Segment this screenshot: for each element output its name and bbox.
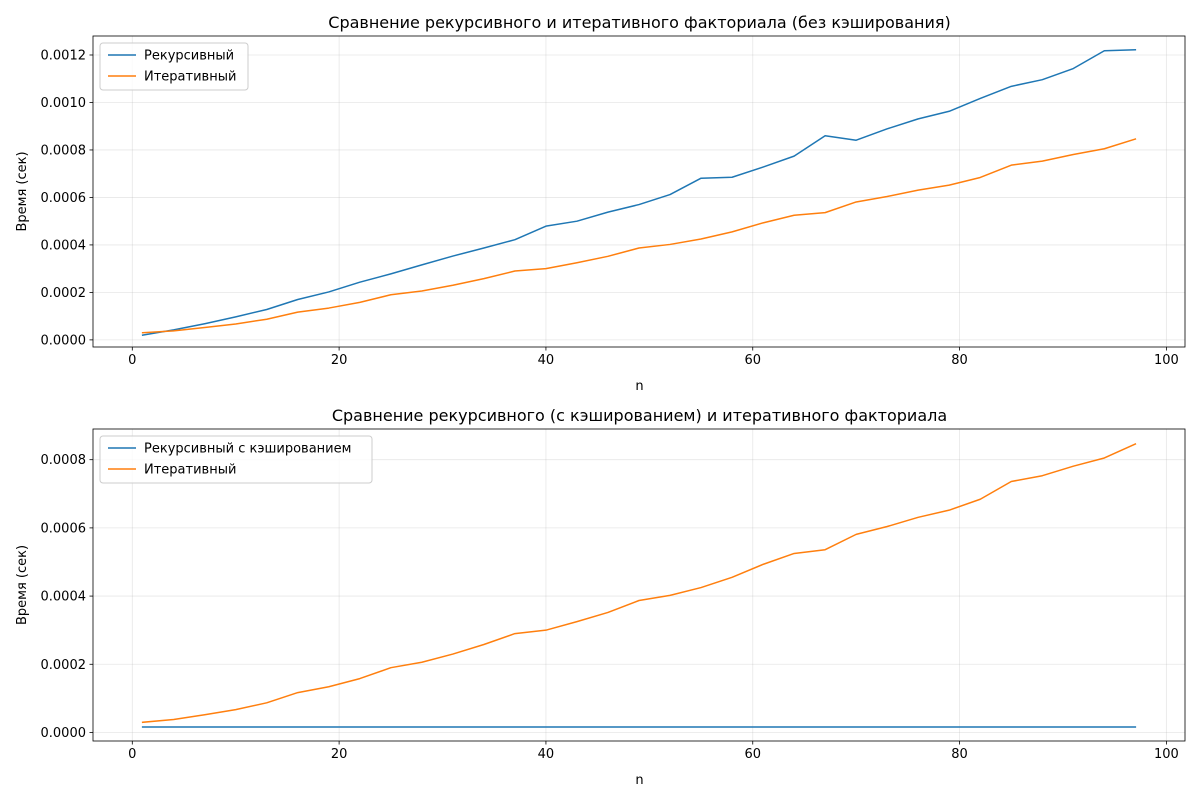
series-line-1 (141, 48, 1137, 336)
y-tick-label: 0.0000 (41, 333, 87, 348)
x-tick-label: 100 (1154, 353, 1179, 368)
legend-label-1: Рекурсивный с кэшированием (144, 442, 351, 457)
legend: Рекурсивный Итеративный (99, 42, 249, 91)
legend-label-2: Итеративный (144, 463, 236, 478)
chart-title: Сравнение рекурсивного и итеративного фа… (328, 13, 950, 32)
x-axis-label: n (635, 379, 643, 394)
x-tick-label: 0 (128, 353, 136, 368)
axes-frame (92, 35, 1186, 348)
y-tick-label: 0.0000 (41, 726, 87, 741)
x-tick-label: 0 (128, 747, 136, 762)
y-tick-label: 0.0004 (41, 590, 87, 605)
y-tick-label: 0.0006 (41, 521, 87, 536)
x-tick-label: 20 (331, 747, 348, 762)
x-tick-label: 80 (951, 353, 968, 368)
y-tick-label: 0.0002 (41, 658, 87, 673)
legend-label-2: Итеративный (144, 70, 236, 85)
legend-box (99, 435, 373, 484)
y-axis-label: Время (сек) (15, 151, 30, 231)
x-tick-label: 60 (744, 353, 761, 368)
legend-label-1: Рекурсивный (144, 49, 234, 64)
y-tick-label: 0.0006 (41, 191, 87, 206)
axes-frame (92, 428, 1186, 742)
x-tick-label: 40 (538, 353, 555, 368)
x-tick-label: 60 (744, 747, 761, 762)
chart-title: Сравнение рекурсивного (с кэшированием) … (332, 406, 947, 425)
legend-box (99, 42, 249, 91)
x-axis-label: n (635, 773, 643, 788)
y-axis-label: Время (сек) (15, 545, 30, 625)
x-tick-label: 100 (1154, 747, 1179, 762)
y-tick-label: 0.0012 (41, 48, 87, 63)
x-tick-label: 80 (951, 747, 968, 762)
y-tick-label: 0.0008 (41, 143, 87, 158)
legend: Рекурсивный с кэшированием Итеративный (99, 435, 373, 484)
y-tick-label: 0.0010 (41, 96, 87, 111)
series-line-2 (141, 138, 1137, 334)
x-tick-label: 20 (331, 353, 348, 368)
x-tick-label: 40 (538, 747, 555, 762)
chart-1: 0 20 40 60 80 100 0.0000 0.0002 0.0004 0.0006 0.00… (15, 13, 1186, 394)
chart-2: 0 20 40 60 80 100 0.0000 0.0002 0.0004 0.0006 0.00… (15, 406, 1186, 788)
y-tick-label: 0.0008 (41, 453, 87, 468)
series-line-2 (141, 443, 1137, 724)
y-tick-label: 0.0002 (41, 286, 87, 301)
y-tick-label: 0.0004 (41, 238, 87, 253)
